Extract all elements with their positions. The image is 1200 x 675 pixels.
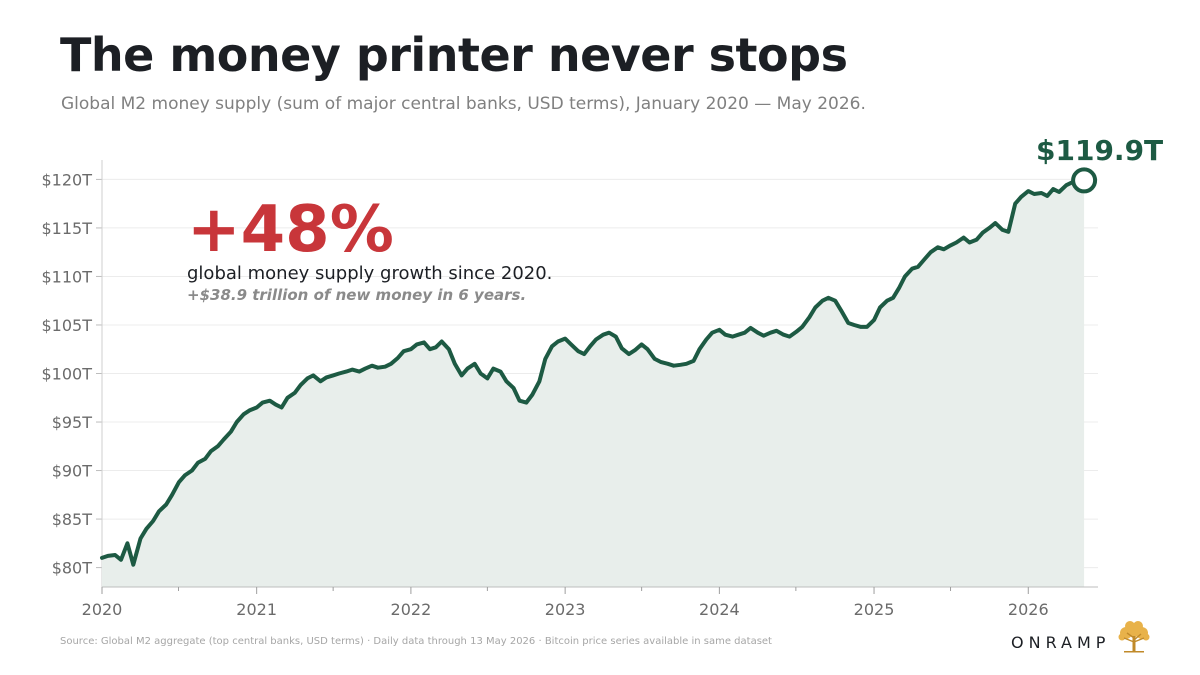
x-tick-label: 2025 [854, 600, 895, 619]
chart-title: The money printer never stops [60, 28, 848, 82]
x-tick-label: 2022 [391, 600, 432, 619]
y-tick-label: $100T [42, 365, 93, 384]
brand-wordmark: ONRAMP [1011, 633, 1111, 652]
end-marker-layer [1071, 167, 1098, 194]
area-fill-layer [102, 180, 1085, 587]
y-tick-label: $110T [42, 267, 93, 286]
y-tick-label: $105T [42, 316, 93, 335]
x-tick-label: 2024 [699, 600, 740, 619]
y-tick-label: $120T [42, 170, 93, 189]
x-tick-label: 2026 [1008, 600, 1049, 619]
line-layer [100, 178, 1087, 567]
chart-subtitle: Global M2 money supply (sum of major cen… [61, 94, 866, 114]
y-tick-label: $90T [52, 462, 93, 481]
y-tick-label: $115T [42, 219, 93, 238]
y-axis: $80T $85T $90T $95T $100T $105T $110T $115T $120… [42, 160, 103, 587]
end-value-label: $119.9T [1036, 134, 1164, 167]
tree-logo-icon [1118, 621, 1150, 653]
x-tick-label: 2021 [236, 600, 277, 619]
y-tick-label: $80T [52, 559, 93, 578]
area-fill [102, 180, 1085, 587]
y-tick-label: $95T [52, 413, 93, 432]
end-point-marker [1071, 167, 1098, 194]
series-line [100, 178, 1087, 567]
y-tick-label: $85T [52, 510, 93, 529]
growth-percent-callout: +48% [187, 193, 394, 267]
source-note: Source: Global M2 aggregate (top central… [60, 636, 772, 647]
growth-description: global money supply growth since 2020. [187, 263, 553, 284]
growth-subnote: +$38.9 trillion of new money in 6 years. [187, 286, 527, 304]
x-tick-label: 2020 [82, 600, 123, 619]
x-tick-label: 2023 [545, 600, 586, 619]
x-axis: 2020 2021 2022 2023 2024 2025 2026 [82, 586, 1098, 619]
